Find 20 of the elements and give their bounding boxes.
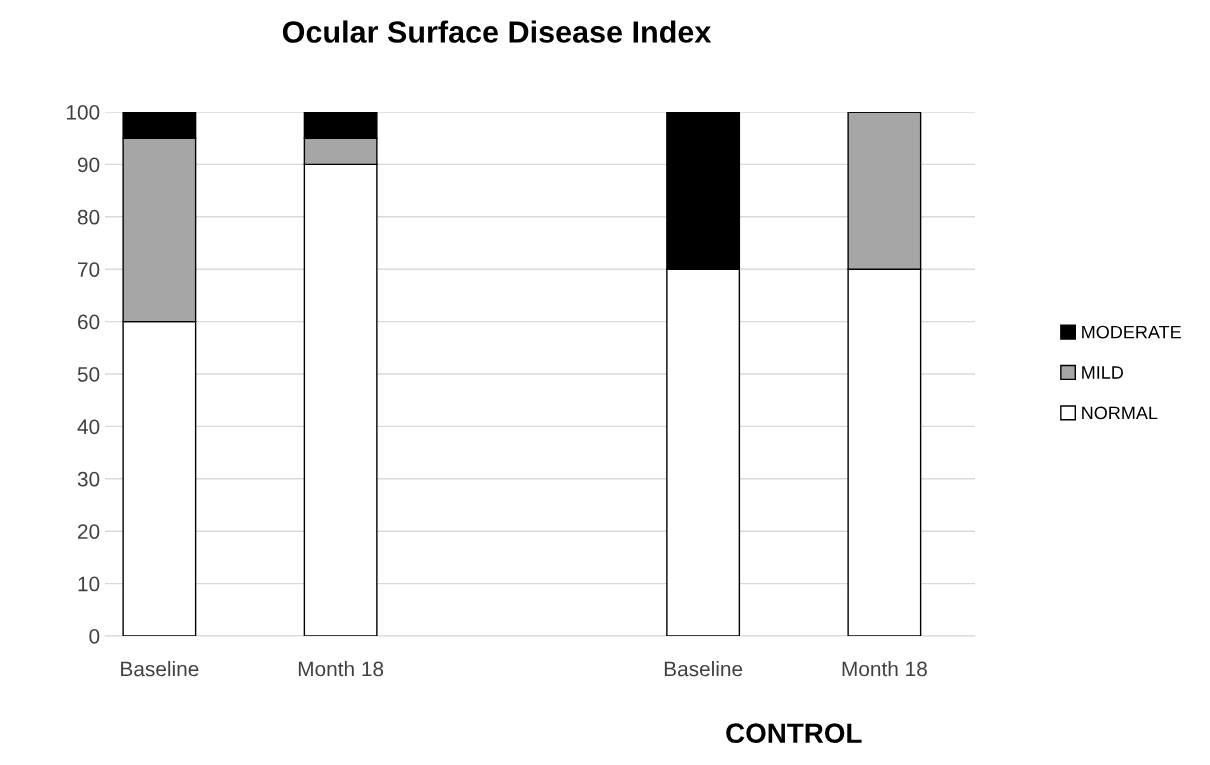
legend-label: MILD <box>1082 366 1123 379</box>
legend-label: NORMAL <box>1082 406 1158 420</box>
x-tick-label: Baseline <box>664 661 743 677</box>
x-tick-label: Baseline <box>121 661 199 677</box>
y-tick-label: 70 <box>78 262 100 277</box>
y-tick-label: 90 <box>77 157 100 173</box>
y-tick-label: 10 <box>78 576 100 592</box>
y-tick-label: 40 <box>77 419 100 435</box>
text: CONTROL <box>726 723 862 744</box>
y-tick-label: 100 <box>66 105 100 120</box>
y-tick-label: 50 <box>77 367 100 382</box>
y-tick-label: 30 <box>77 471 100 487</box>
y-tick-label: 0 <box>89 629 100 644</box>
chart-title: Ocular Surface Disease Index <box>282 20 712 43</box>
x-tick-label: Month 18 <box>298 661 384 677</box>
y-tick-label: 60 <box>78 314 100 330</box>
legend-label: MODERATE <box>1082 325 1181 339</box>
y-tick-label: 20 <box>78 524 100 539</box>
x-tick-label: Month 18 <box>842 661 927 677</box>
y-tick-label: 80 <box>77 209 100 225</box>
